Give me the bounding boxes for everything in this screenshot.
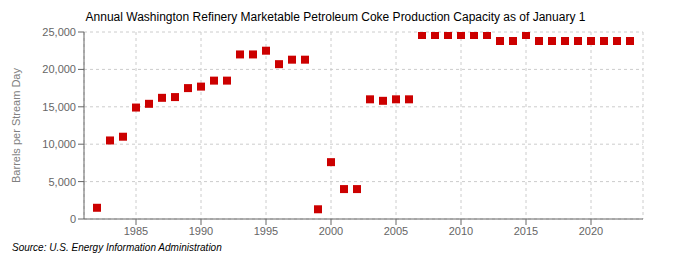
svg-text:1985: 1985 xyxy=(124,225,148,237)
svg-text:1990: 1990 xyxy=(189,225,213,237)
svg-text:5,000: 5,000 xyxy=(48,176,76,188)
svg-text:0: 0 xyxy=(70,213,76,225)
svg-text:2010: 2010 xyxy=(449,225,473,237)
html-text:Source: U.S. Energy Informatio: Source: U.S. Energy Information Administ… xyxy=(12,242,222,253)
svg-text:20,000: 20,000 xyxy=(42,63,76,75)
svg-text:2005: 2005 xyxy=(384,225,408,237)
svg-text:Barrels per Stream Day: Barrels per Stream Day xyxy=(10,68,22,183)
svg-text:25,000: 25,000 xyxy=(42,26,76,38)
html-text:Annual Washington Refinery Mar: Annual Washington Refinery Marketable Pe… xyxy=(85,10,586,24)
svg-text:1995: 1995 xyxy=(254,225,278,237)
svg-text:2020: 2020 xyxy=(579,225,603,237)
svg-text:2015: 2015 xyxy=(514,225,538,237)
svg-text:15,000: 15,000 xyxy=(42,101,76,113)
svg-text:2000: 2000 xyxy=(319,225,343,237)
svg-text:10,000: 10,000 xyxy=(42,138,76,150)
